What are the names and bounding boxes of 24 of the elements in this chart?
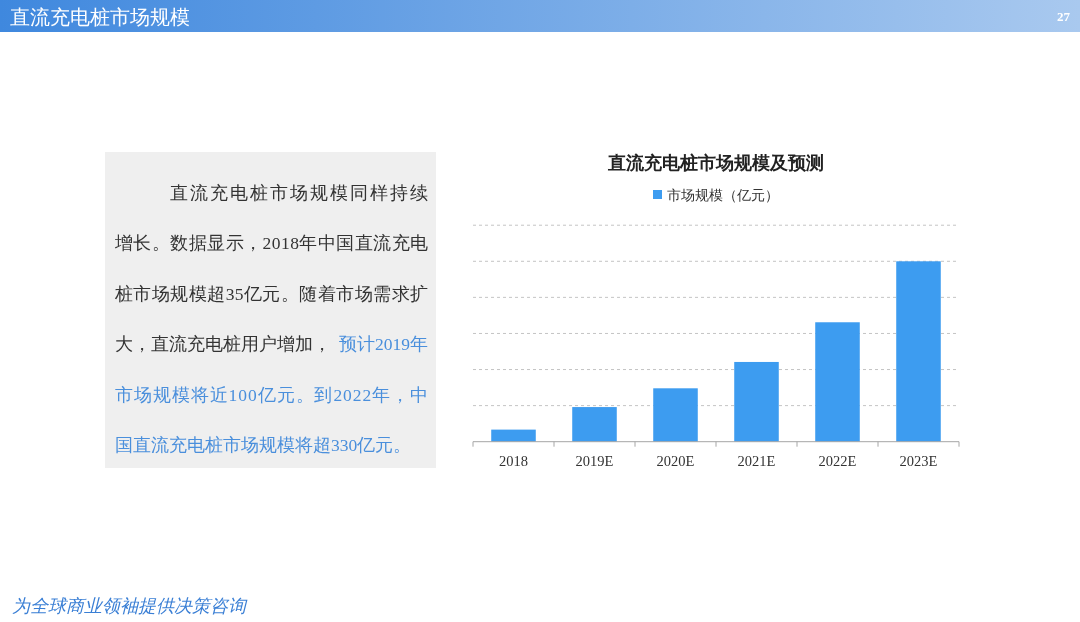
text: 市场规模将近100亿元。到2022年，中 bbox=[115, 384, 428, 405]
bar bbox=[572, 407, 617, 442]
text: 增长。数据显示，2018年中国直流充电 bbox=[114, 233, 428, 254]
text: 直流充电桩市场规模 bbox=[10, 6, 190, 28]
chart-title: 直流充电桩市场规模及预测 bbox=[607, 153, 824, 173]
text: 国直流充电桩市场规模将超330亿元。 bbox=[115, 435, 412, 455]
text: 为全球商业领袖提供决策咨询 bbox=[12, 596, 248, 616]
bar bbox=[896, 261, 941, 442]
bar bbox=[491, 429, 536, 442]
bar bbox=[653, 388, 698, 442]
legend-label: 市场规模（亿元） bbox=[667, 187, 779, 203]
x-tick-label: 2020E bbox=[656, 452, 695, 469]
text: 27 bbox=[1057, 9, 1071, 24]
x-tick-label: 2021E bbox=[737, 452, 776, 469]
text: 预计2019年 bbox=[339, 334, 428, 355]
x-tick-label: 2023E bbox=[899, 452, 938, 469]
bar bbox=[815, 322, 860, 442]
text: 大，直流充电桩用户增加， bbox=[115, 334, 331, 355]
bar bbox=[734, 361, 779, 442]
text: 直流充电桩市场规模同样持续 bbox=[170, 183, 428, 203]
text: 桩市场规模超35亿元。随着市场需求扩 bbox=[114, 283, 428, 304]
x-tick-label: 2022E bbox=[818, 452, 857, 469]
x-tick-label: 2019E bbox=[575, 452, 614, 469]
x-tick-label: 2018 bbox=[499, 452, 528, 469]
